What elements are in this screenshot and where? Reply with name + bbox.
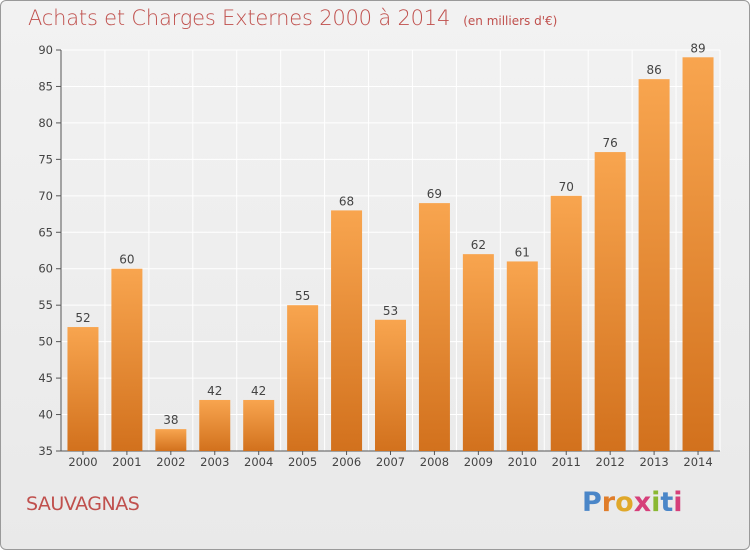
bar-2012 [594, 152, 626, 451]
bar-2011 [550, 195, 582, 451]
bar-2008 [418, 203, 450, 451]
data-label-2004: 42 [251, 384, 266, 398]
data-label-2011: 70 [559, 180, 574, 194]
y-tick-label: 45 [38, 371, 53, 385]
data-label-2007: 53 [383, 304, 398, 318]
data-label-2006: 68 [339, 194, 354, 208]
chart-title: Achats et Charges Externes 2000 à 2014 (… [28, 6, 557, 30]
data-label-2003: 42 [207, 384, 222, 398]
bars [67, 57, 714, 452]
data-label-2010: 61 [515, 245, 530, 259]
chart-title-main: Achats et Charges Externes 2000 à 2014 [28, 6, 451, 30]
y-tick-label: 50 [38, 335, 53, 349]
x-tick-label-2010: 2010 [508, 455, 537, 469]
x-tick-label-2006: 2006 [332, 455, 361, 469]
x-tick-label-2013: 2013 [639, 455, 668, 469]
chart-title-unit: (en milliers d'€) [463, 14, 558, 28]
x-tick-label-2000: 2000 [68, 455, 97, 469]
x-tick-label-2009: 2009 [464, 455, 493, 469]
bar-2000 [67, 327, 99, 451]
bar-2006 [331, 210, 363, 451]
x-tick-label-2002: 2002 [156, 455, 185, 469]
data-label-2012: 76 [603, 136, 618, 150]
y-tick-label: 70 [38, 189, 53, 203]
x-tick-label-2005: 2005 [288, 455, 317, 469]
data-label-2005: 55 [295, 289, 310, 303]
bar-2001 [111, 268, 143, 451]
bar-2005 [287, 305, 319, 451]
proxiti-logo: Proxiti [582, 487, 683, 518]
data-label-2000: 52 [75, 311, 90, 325]
data-label-2014: 89 [690, 41, 705, 55]
data-label-2008: 69 [427, 187, 442, 201]
x-tick-label-2007: 2007 [376, 455, 405, 469]
y-tick-label: 85 [38, 79, 53, 93]
y-tick-label: 90 [38, 43, 53, 57]
bar-2010 [506, 261, 538, 451]
bar-2004 [243, 399, 275, 451]
bar-2002 [155, 429, 187, 451]
data-label-2001: 60 [119, 253, 134, 267]
y-tick-label: 80 [38, 116, 53, 130]
data-label-2013: 86 [646, 63, 661, 77]
bar-2003 [199, 399, 231, 451]
x-tick-label-2012: 2012 [596, 455, 625, 469]
y-tick-label: 60 [38, 262, 53, 276]
bar-2014 [682, 57, 714, 452]
labels: 35 40 45 50 55 60 65 70 75 80 85 90 52 2000 60 2001 38 20… [38, 41, 712, 469]
y-tick-label: 55 [38, 298, 53, 312]
x-tick-label-2001: 2001 [112, 455, 141, 469]
y-tick-label: 35 [38, 444, 53, 458]
x-tick-label-2004: 2004 [244, 455, 273, 469]
y-tick-label: 65 [38, 225, 53, 239]
data-label-2009: 62 [471, 238, 486, 252]
bar-2007 [375, 319, 406, 451]
bar-2013 [638, 79, 670, 451]
x-tick-label-2003: 2003 [200, 455, 229, 469]
x-tick-label-2008: 2008 [420, 455, 449, 469]
commune-name: SAUVAGNAS [26, 493, 140, 515]
data-label-2002: 38 [163, 413, 178, 427]
y-tick-label: 40 [38, 408, 53, 422]
y-tick-label: 75 [38, 152, 53, 166]
x-tick-label-2014: 2014 [683, 455, 712, 469]
x-tick-label-2011: 2011 [552, 455, 581, 469]
bar-2009 [462, 254, 494, 451]
